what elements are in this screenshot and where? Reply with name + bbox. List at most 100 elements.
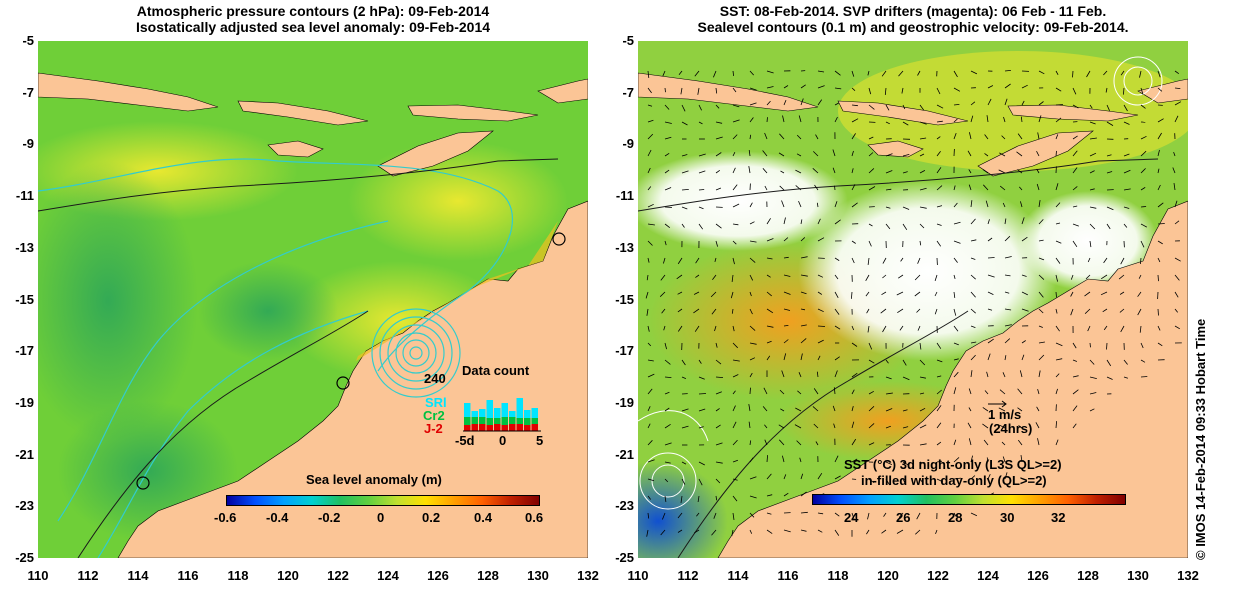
y-axis-tick: -5 xyxy=(622,33,634,48)
velocity-arrow xyxy=(1072,150,1078,157)
island-lombok-sumbawa xyxy=(837,100,969,126)
y-axis-tick: -21 xyxy=(15,446,34,462)
velocity-arrow xyxy=(647,359,654,362)
velocity-arrow xyxy=(1137,308,1142,316)
velocity-arrow xyxy=(1055,274,1058,282)
velocity-arrow xyxy=(914,274,921,281)
histogram-bar xyxy=(486,400,493,418)
eddy-contours xyxy=(371,308,461,398)
velocity-arrow xyxy=(783,85,789,89)
velocity-arrow xyxy=(851,87,856,91)
velocity-arrow xyxy=(934,308,938,315)
y-axis-tick: -9 xyxy=(622,136,634,152)
velocity-arrow xyxy=(647,495,652,500)
velocity-arrow xyxy=(659,291,666,297)
velocity-arrow xyxy=(936,460,943,463)
velocity-arrow xyxy=(681,170,689,174)
velocity-arrow xyxy=(834,70,841,76)
velocity-arrow xyxy=(1106,171,1113,174)
velocity-arrow xyxy=(664,240,667,246)
velocity-arrow xyxy=(714,325,717,332)
velocity-arrow xyxy=(936,441,942,446)
velocity-arrow xyxy=(1055,358,1063,361)
velocity-arrow xyxy=(749,240,757,243)
velocity-arrow xyxy=(732,257,735,265)
right-title-line2: Sealevel contours (0.1 m) and geostrophi… xyxy=(697,19,1129,35)
velocity-arrow xyxy=(953,104,960,106)
velocity-arrow xyxy=(919,392,925,395)
velocity-arrow xyxy=(713,70,717,78)
velocity-arrow xyxy=(868,390,874,395)
velocity-arrow xyxy=(1004,472,1008,480)
velocity-arrow xyxy=(782,115,785,123)
velocity-arrow xyxy=(782,455,785,463)
velocity-arrow xyxy=(749,291,752,297)
velocity-arrow xyxy=(919,478,924,483)
velocity-arrow xyxy=(749,495,757,499)
velocity-arrow xyxy=(986,457,989,463)
velocity-arrow xyxy=(1157,325,1161,331)
australia-landmass xyxy=(717,200,1188,558)
velocity-arrow xyxy=(749,202,753,208)
velocity-arrow xyxy=(1084,291,1091,297)
histogram-bar xyxy=(479,417,486,424)
y-axis-tick: -9 xyxy=(22,136,34,152)
velocity-arrow xyxy=(1038,115,1042,123)
velocity-arrow xyxy=(795,407,802,412)
velocity-arrow xyxy=(664,187,672,191)
velocity-arrow xyxy=(868,136,874,140)
velocity-arrow xyxy=(1089,376,1097,379)
velocity-arrow xyxy=(970,308,976,314)
velocity-arrow xyxy=(1138,274,1142,279)
velocity-arrow xyxy=(711,529,717,536)
left-title-line2: Isostatically adjusted sea level anomaly… xyxy=(135,19,491,35)
velocity-arrow xyxy=(902,121,909,126)
velocity-arrow xyxy=(868,359,875,364)
velocity-arrow xyxy=(1038,291,1044,298)
histogram-bar xyxy=(509,424,516,431)
velocity-arrow xyxy=(896,291,904,296)
velocity-arrow xyxy=(1102,308,1108,313)
velocity-arrow xyxy=(681,376,687,379)
velocity-arrow xyxy=(1157,87,1163,92)
velocity-arrow xyxy=(1157,274,1159,282)
velocity-arrow xyxy=(712,274,717,280)
sla-tick: 0.4 xyxy=(474,510,493,525)
velocity-arrow xyxy=(1004,218,1007,225)
velocity-arrow xyxy=(851,458,858,463)
velocity-arrow xyxy=(714,257,717,263)
velocity-arrow xyxy=(800,219,803,225)
velocity-arrow xyxy=(851,70,855,77)
histogram-bar xyxy=(524,410,531,418)
velocity-arrow xyxy=(984,153,989,157)
velocity-arrow xyxy=(851,168,854,174)
velocity-arrow xyxy=(817,99,823,106)
velocity-arrow xyxy=(677,325,683,332)
velocity-arrow xyxy=(1120,325,1125,333)
velocity-arrow xyxy=(749,476,757,480)
velocity-arrow xyxy=(953,387,957,395)
velocity-arrow xyxy=(1038,325,1043,328)
velocity-arrow xyxy=(800,237,806,242)
velocity-arrow xyxy=(881,291,887,296)
y-axis-tick: -15 xyxy=(615,291,634,307)
velocity-arrow xyxy=(936,405,942,412)
velocity-arrow xyxy=(783,256,789,259)
velocity-arrow xyxy=(936,151,941,157)
velocity-arrow xyxy=(1021,354,1025,361)
x-axis-tick: 114 xyxy=(727,568,749,583)
velocity-arrow xyxy=(1140,150,1147,157)
velocity-arrow xyxy=(1055,150,1057,157)
velocity-arrow xyxy=(868,152,874,157)
velocity-arrow xyxy=(1038,274,1045,280)
velocity-arrow xyxy=(731,529,734,537)
velocity-arrow xyxy=(897,308,904,314)
velocity-arrow xyxy=(851,372,858,378)
velocity-arrow xyxy=(1106,342,1108,350)
histogram-bar xyxy=(494,418,501,424)
velocity-arrow xyxy=(815,134,819,140)
velocity-scale-note: (24hrs) xyxy=(989,421,1033,436)
velocity-arrow xyxy=(1157,70,1161,78)
velocity-arrow xyxy=(732,134,738,140)
velocity-arrow xyxy=(1021,274,1027,277)
